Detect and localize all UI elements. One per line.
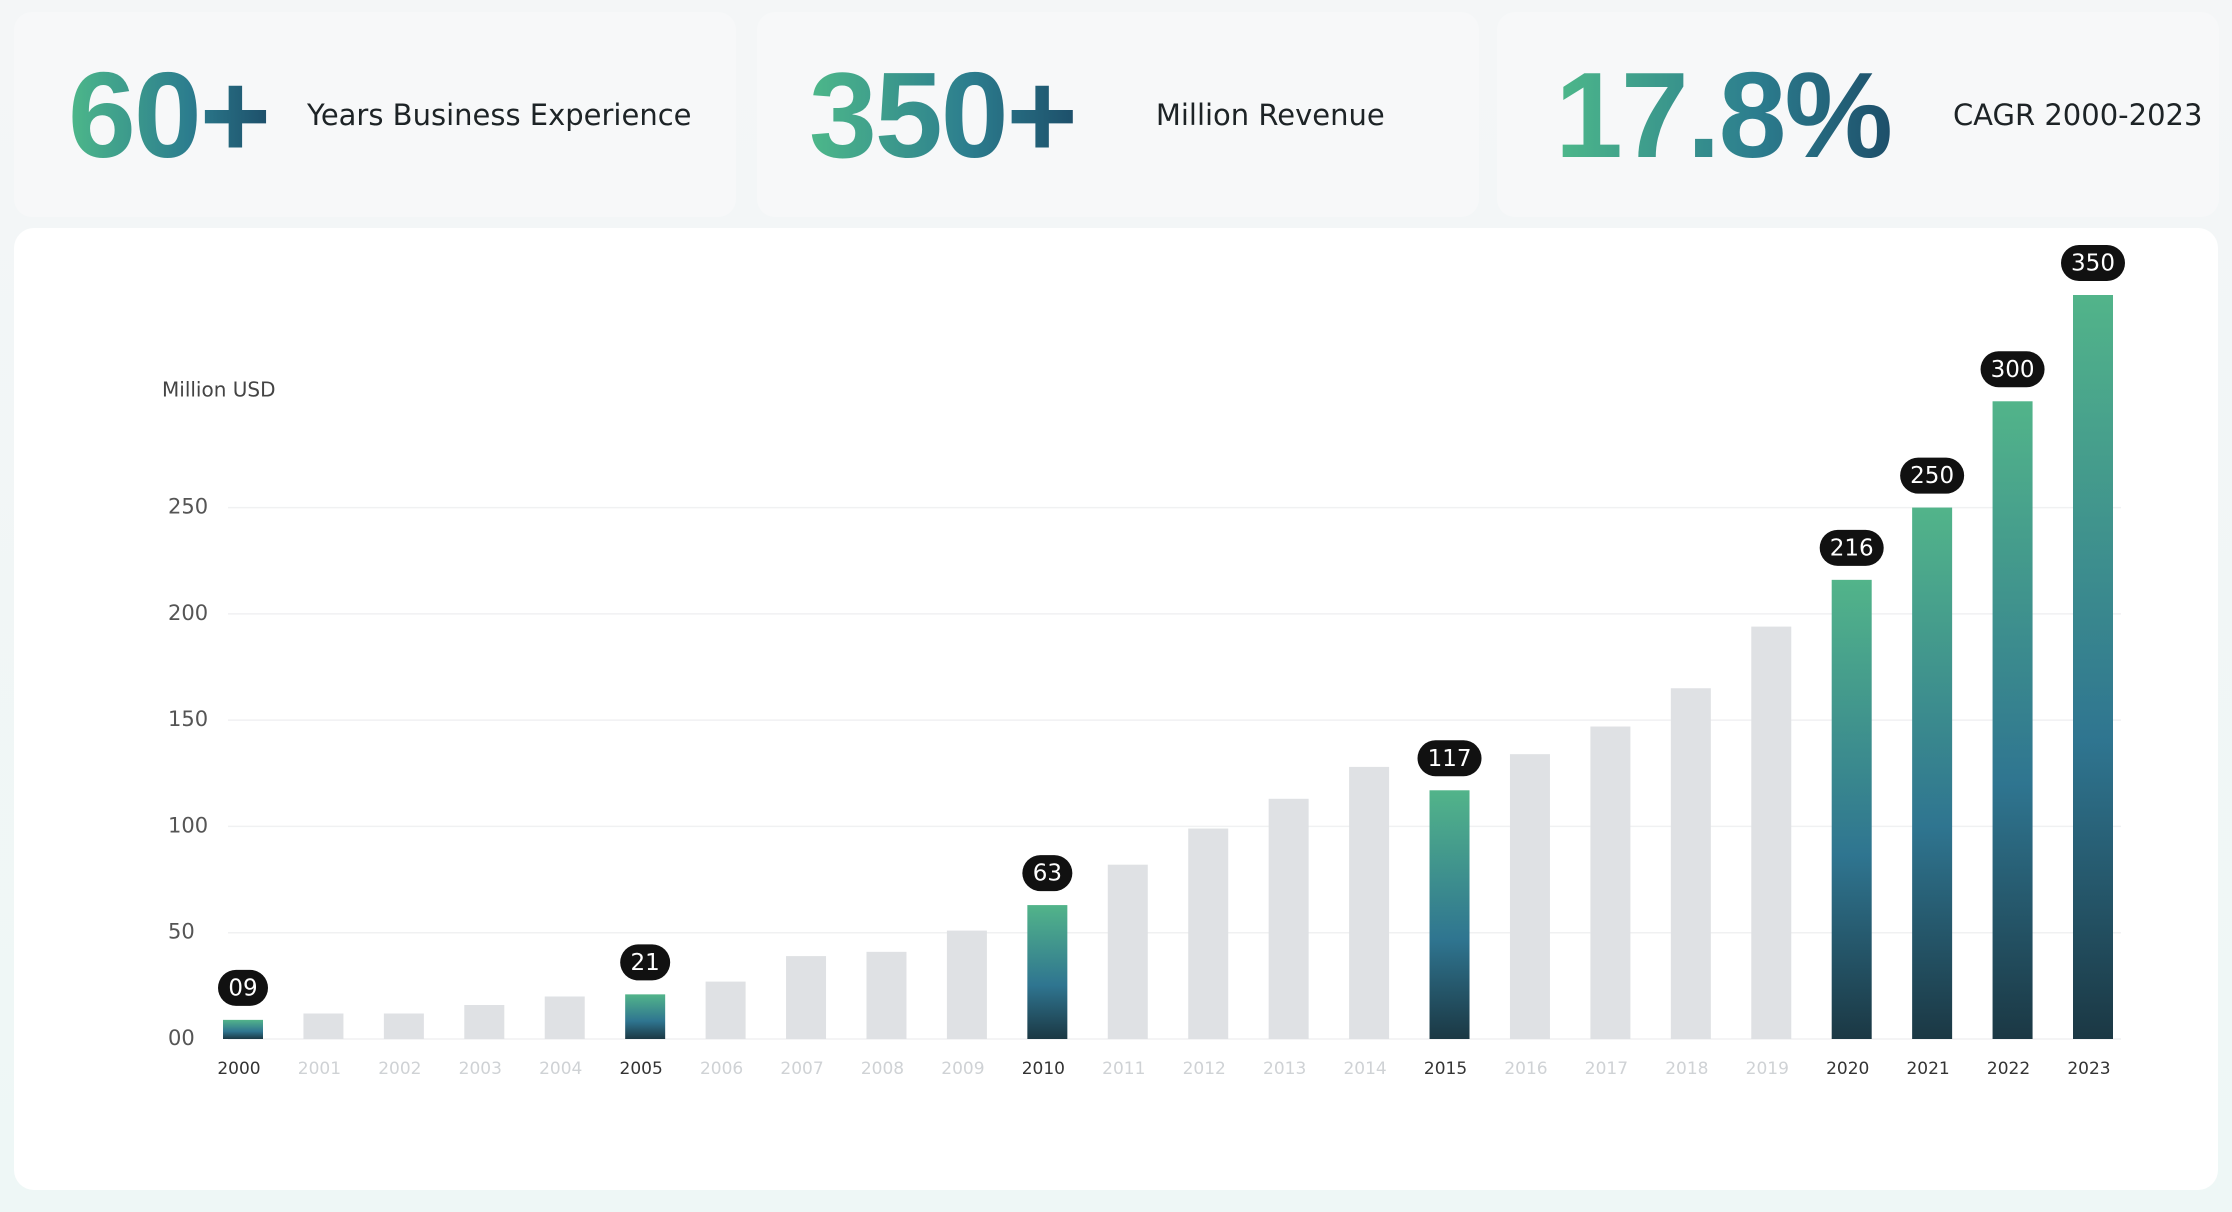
bar (1107, 864, 1148, 1039)
value-label-bg (1022, 855, 1073, 892)
x-tick-label: 2008 (861, 1059, 904, 1079)
x-tick-label: 2005 (620, 1059, 663, 1079)
stat-number: 17.8% (1555, 46, 1893, 183)
value-label-bg (2061, 245, 2125, 281)
x-tick-label: 2016 (1504, 1059, 1547, 1079)
stat-label: Years Business Experience (306, 97, 692, 132)
x-tick-label: 2022 (1987, 1059, 2030, 1079)
y-tick-label: 200 (168, 601, 208, 625)
x-tick-label: 2021 (1906, 1059, 1949, 1079)
stat-card: 17.8% CAGR 2000-2023 (1497, 12, 2219, 217)
value-label: 21 (631, 950, 660, 976)
value-label: 117 (1428, 746, 1472, 772)
x-tick-label: 2017 (1585, 1059, 1628, 1079)
value-label: 216 (1830, 535, 1874, 561)
bar (946, 930, 987, 1039)
value-label: 250 (1910, 463, 1954, 489)
value-label: 350 (2071, 251, 2115, 277)
x-tick-label: 2000 (217, 1059, 260, 1079)
x-tick-label: 2006 (700, 1059, 743, 1079)
bar (1751, 626, 1792, 1039)
y-tick-label: 100 (168, 813, 208, 837)
bar (1831, 579, 1872, 1039)
bar (223, 1019, 263, 1039)
value-label-bg (620, 944, 671, 981)
bar (1912, 507, 1953, 1040)
stat-card: 60+ Years Business Experience (14, 12, 736, 217)
bar (544, 996, 585, 1039)
x-tick-label: 2011 (1102, 1059, 1145, 1079)
x-tick-label: 2013 (1263, 1059, 1306, 1079)
bar (1027, 905, 1068, 1039)
y-axis-title: Million USD (162, 378, 276, 402)
bar (1349, 766, 1390, 1039)
x-tick-label: 2004 (539, 1059, 582, 1079)
y-tick-label: 150 (168, 707, 208, 731)
value-label-bg (1417, 740, 1482, 777)
bar (1509, 754, 1550, 1039)
x-tick-label: 2009 (941, 1059, 984, 1079)
bar (383, 1013, 424, 1039)
x-tick-label: 2007 (780, 1059, 823, 1079)
x-tick-label: 2001 (298, 1059, 341, 1079)
value-label-bg (1819, 529, 1884, 566)
bar (1268, 798, 1309, 1039)
bar (1992, 401, 2033, 1039)
value-label-bg (1980, 351, 2045, 388)
bar (464, 1004, 505, 1039)
x-tick-label: 2018 (1665, 1059, 1708, 1079)
x-tick-label: 2012 (1183, 1059, 1226, 1079)
value-label: 300 (1991, 357, 2035, 383)
bar (1670, 688, 1711, 1039)
bar (625, 994, 666, 1039)
bar (1429, 790, 1470, 1039)
value-label-bg (218, 969, 268, 1006)
bar (303, 1013, 344, 1039)
bar (705, 981, 746, 1039)
stat-label: CAGR 2000-2023 (1952, 97, 2203, 132)
bar (786, 956, 827, 1039)
stat-number: 350+ (809, 46, 1078, 183)
value-label: 63 (1033, 861, 1062, 887)
x-tick-label: 2015 (1424, 1059, 1467, 1079)
x-tick-label: 2002 (378, 1059, 421, 1079)
value-label-bg (1900, 457, 1965, 494)
bar (2073, 295, 2113, 1039)
y-tick-label: 50 (168, 920, 195, 944)
x-tick-label: 2003 (459, 1059, 502, 1079)
bar (866, 951, 907, 1039)
stat-label: Million Revenue (1155, 97, 1385, 132)
x-tick-label: 2019 (1746, 1059, 1789, 1079)
bar (1590, 726, 1631, 1039)
stat-number: 60+ (68, 46, 271, 183)
x-tick-label: 2010 (1022, 1059, 1065, 1079)
x-tick-label: 2020 (1826, 1059, 1869, 1079)
y-tick-label: 00 (168, 1026, 195, 1050)
x-tick-label: 2023 (2067, 1059, 2110, 1079)
y-tick-label: 250 (168, 495, 208, 519)
bar (1188, 828, 1229, 1039)
x-tick-label: 2014 (1343, 1059, 1386, 1079)
stat-card: 350+ Million Revenue (757, 12, 1479, 217)
value-label: 09 (228, 975, 257, 1001)
